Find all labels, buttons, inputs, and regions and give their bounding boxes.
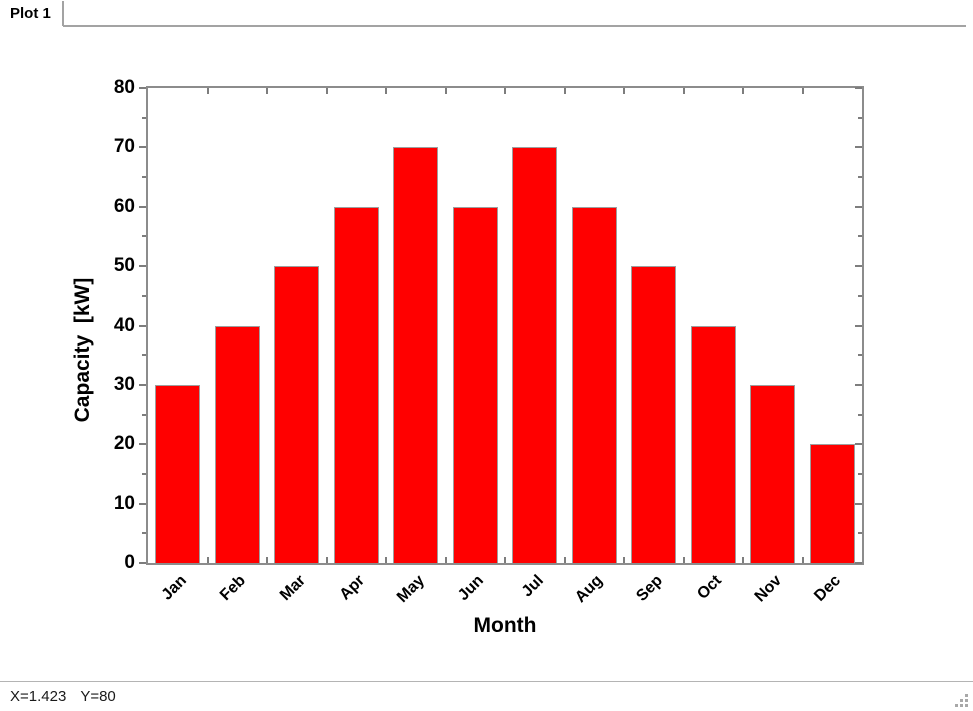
statusbar-separator (0, 681, 973, 682)
bar-feb (214, 325, 260, 563)
x-bottom-tick (682, 557, 685, 563)
x-bottom-tick (623, 557, 625, 563)
y-tick-label: 70 (113, 136, 135, 158)
x-bottom-tick (206, 557, 209, 563)
y-tick-label: 10 (113, 492, 135, 514)
y-major-tick-right (855, 265, 862, 268)
y-tick-label: 20 (113, 433, 135, 455)
y-major-tick-right (855, 443, 862, 446)
x-top-tick (563, 88, 566, 94)
y-minor-tick (142, 472, 146, 475)
y-tick-label: 0 (124, 552, 135, 573)
bar-may (393, 147, 439, 563)
y-major-tick (139, 443, 146, 446)
x-top-tick (623, 88, 625, 94)
y-major-tick-right (855, 502, 862, 505)
bar-jul (512, 147, 558, 563)
y-major-tick-right (855, 87, 862, 89)
cursor-x-value: X=1.423 (10, 688, 67, 705)
y-tick-label: 50 (113, 255, 135, 277)
cursor-y-value: Y=80 (80, 688, 116, 705)
y-tick-label: 30 (113, 373, 135, 395)
bar-mar (274, 266, 320, 563)
y-tick-label: 80 (113, 77, 135, 98)
x-bottom-tick (742, 557, 744, 563)
x-top-tick (206, 88, 209, 94)
x-bottom-tick (563, 557, 566, 563)
y-axis-line (146, 86, 148, 565)
y-minor-tick-right (858, 413, 862, 416)
cursor-coordinates: X=1.423 Y=80 (10, 688, 116, 705)
x-top-tick (444, 88, 447, 94)
y-major-tick (139, 205, 146, 208)
x-bottom-tick (325, 557, 328, 563)
y-major-tick-right (855, 562, 862, 564)
y-tick-label: 60 (113, 195, 135, 217)
x-bottom-tick (504, 557, 506, 563)
y-minor-tick (142, 176, 146, 179)
bar-aug (571, 206, 617, 563)
x-top-tick (325, 88, 328, 94)
y-major-tick (139, 383, 146, 386)
tab-underline (63, 25, 966, 27)
y-major-tick (139, 324, 146, 327)
y-major-tick (139, 502, 146, 505)
x-top-tick (742, 88, 744, 94)
bar-nov (750, 384, 796, 563)
y-major-tick (139, 265, 146, 268)
bar-jan (155, 384, 201, 563)
y-minor-tick-right (858, 354, 862, 357)
y-major-tick-right (855, 383, 862, 386)
bar-apr (333, 206, 379, 563)
top-axis-line (146, 86, 864, 88)
x-top-tick (801, 88, 804, 94)
tab-label[interactable]: Plot 1 (10, 5, 51, 22)
x-bottom-tick (444, 557, 447, 563)
y-minor-tick-right (858, 294, 862, 297)
resize-grip-icon[interactable] (965, 704, 968, 707)
x-bottom-tick (801, 557, 804, 563)
y-major-tick (139, 562, 146, 564)
x-axis-line (146, 563, 864, 565)
x-top-tick (682, 88, 685, 94)
x-top-tick (385, 88, 387, 94)
y-minor-tick (142, 294, 146, 297)
bar-chart[interactable]: Capacity [kW] Month 0 10 20 30 40 50 60 70 80 Jan… (0, 0, 973, 680)
y-minor-tick-right (858, 235, 862, 238)
y-minor-tick (142, 413, 146, 416)
x-bottom-tick (385, 557, 387, 563)
y-minor-tick-right (858, 472, 862, 475)
y-minor-tick-right (858, 532, 862, 535)
bar-jun (452, 206, 498, 563)
y-major-tick-right (855, 324, 862, 327)
y-tick-label: 40 (113, 314, 135, 336)
y-axis-title: Capacity [kW] (71, 277, 94, 423)
y-major-tick-right (855, 205, 862, 208)
y-minor-tick-right (858, 116, 862, 119)
y-minor-tick (142, 532, 146, 535)
x-bottom-tick (266, 557, 268, 563)
bar-oct (690, 325, 736, 563)
y-major-tick-right (855, 146, 862, 149)
x-top-tick (504, 88, 506, 94)
y-major-tick (139, 87, 146, 89)
bar-dec (809, 444, 855, 563)
y-major-tick (139, 146, 146, 149)
y-minor-tick (142, 235, 146, 238)
right-axis-line (862, 86, 864, 565)
y-minor-tick-right (858, 176, 862, 179)
x-axis-title: Month (473, 614, 537, 637)
bar-sep (631, 266, 677, 563)
y-minor-tick (142, 116, 146, 119)
x-top-tick (266, 88, 268, 94)
y-minor-tick (142, 354, 146, 357)
tab-divider (62, 1, 64, 26)
